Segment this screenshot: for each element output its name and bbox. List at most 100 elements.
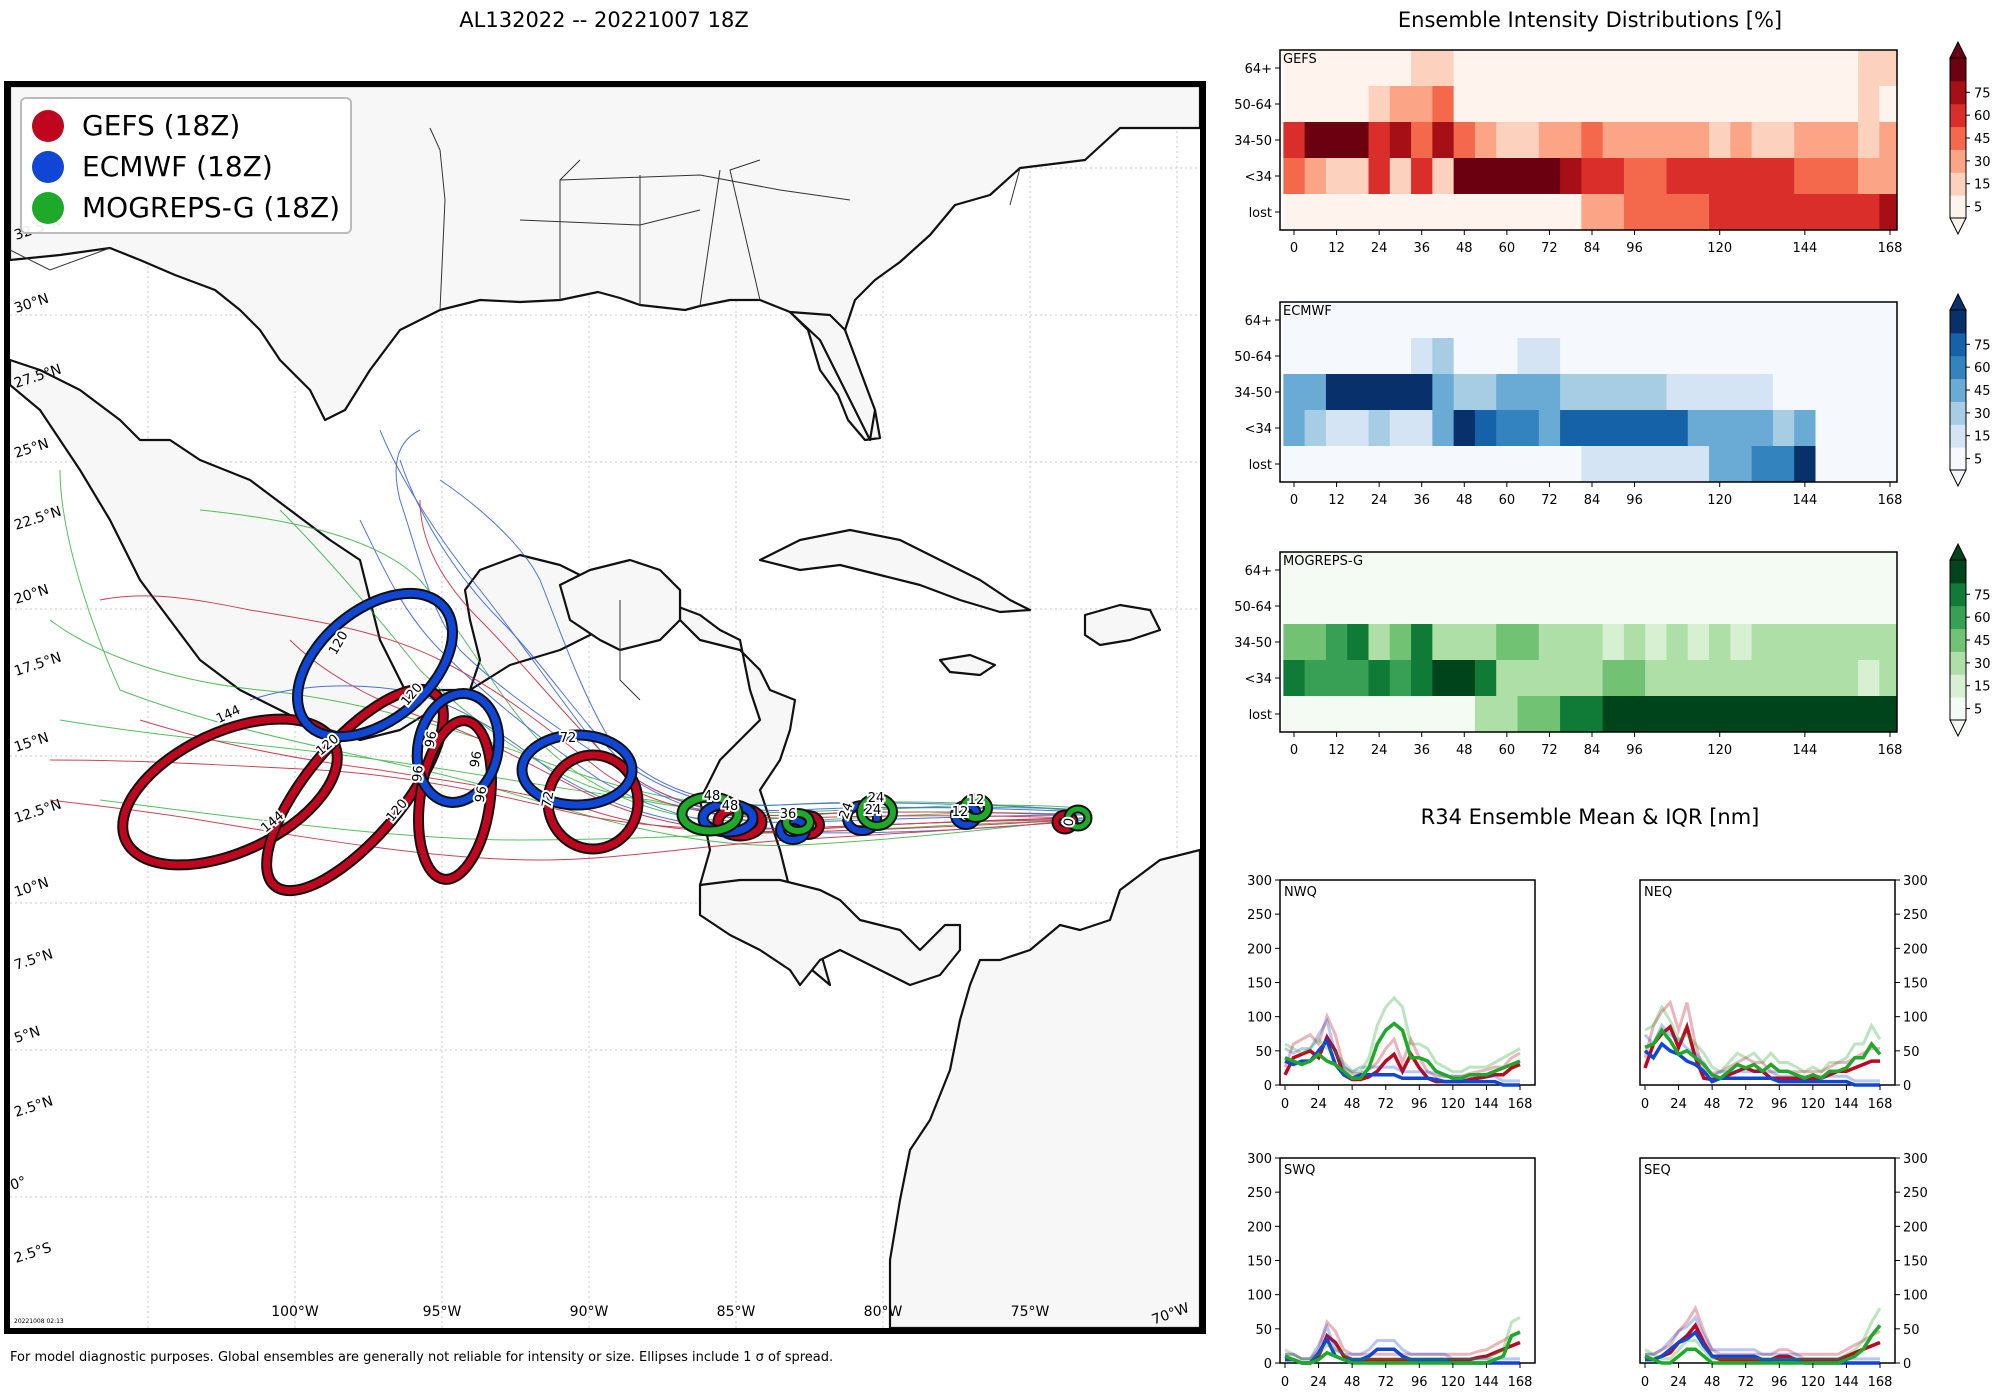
heat-cell	[1666, 194, 1689, 231]
heat-category-label: lost	[1249, 708, 1272, 723]
heat-cell	[1581, 696, 1604, 733]
heat-cell	[1368, 446, 1391, 483]
heatmap-gefs: 64+ 50-64 34-50 <34 lost GEFS 0 12 24 36 48 60 72 84 9…	[1234, 40, 1991, 256]
colorbar-tick-label: 5	[1974, 453, 1982, 468]
r34-ytick-label: 50	[1255, 1045, 1272, 1060]
heat-cell	[1411, 410, 1433, 447]
colorbar-swatch	[1950, 447, 1966, 471]
r34-panel-label: NEQ	[1644, 885, 1672, 900]
heat-cell	[1474, 552, 1497, 589]
heat-cell	[1879, 302, 1898, 339]
heat-cell	[1517, 660, 1540, 697]
heat-cell	[1836, 410, 1859, 447]
heat-frame	[1279, 49, 1898, 231]
colorbar-tick-label: 45	[1974, 384, 1991, 399]
heat-cell	[1538, 338, 1561, 375]
heat-cell	[1496, 338, 1518, 375]
r34-ytick-label: 250	[1247, 908, 1272, 923]
heat-cell	[1815, 696, 1838, 733]
heat-cell	[1581, 50, 1604, 87]
heat-xtick-label: 60	[1499, 743, 1516, 758]
heat-cell	[1772, 552, 1795, 589]
heat-cell	[1453, 696, 1476, 733]
heat-cell	[1517, 86, 1540, 123]
heat-cell	[1474, 122, 1497, 159]
heat-cell	[1283, 302, 1306, 339]
heat-cell	[1879, 86, 1898, 123]
state-borders	[10, 127, 1021, 701]
heat-cell	[1751, 194, 1774, 231]
heat-cell	[1411, 660, 1433, 697]
heat-xtick-label: 120	[1707, 493, 1732, 508]
heat-cell	[1538, 660, 1561, 697]
heat-cell	[1496, 194, 1518, 231]
heat-cell	[1836, 122, 1859, 159]
colorbar-tick-label: 5	[1974, 703, 1982, 718]
heat-cell	[1389, 122, 1412, 159]
colorbar-tick-label: 45	[1974, 634, 1991, 649]
r34-ytick-label: 50	[1903, 1045, 1920, 1060]
heat-cell	[1453, 302, 1476, 339]
colorbar-arrow-top	[1949, 292, 1967, 311]
legend-marker-ecmwf	[32, 150, 64, 183]
heat-xtick-label: 0	[1290, 241, 1298, 256]
heat-cell	[1794, 302, 1816, 339]
r34-xtick-label: 24	[1670, 1097, 1687, 1112]
heat-cell	[1815, 302, 1838, 339]
lon-label: 100°W	[271, 1304, 319, 1320]
heat-cell	[1325, 158, 1348, 195]
heat-cell	[1368, 50, 1391, 87]
heat-cell	[1517, 50, 1540, 87]
heat-cell	[1772, 696, 1795, 733]
heat-cell	[1432, 374, 1455, 411]
colorbar-tick-label: 60	[1974, 361, 1991, 376]
heat-cell	[1645, 410, 1667, 447]
heat-cell	[1858, 158, 1880, 195]
heat-cell	[1411, 302, 1433, 339]
heat-cell	[1347, 338, 1369, 375]
heat-cell	[1772, 194, 1795, 231]
r34-frame	[1279, 1157, 1536, 1364]
heat-cell	[1517, 338, 1540, 375]
heat-cell	[1687, 194, 1710, 231]
heat-cell	[1815, 338, 1838, 375]
heat-cell	[1304, 338, 1327, 375]
heat-cell	[1730, 552, 1753, 589]
heat-category-label: 34-50	[1234, 134, 1272, 149]
heat-cell	[1666, 374, 1689, 411]
heat-cell	[1836, 302, 1859, 339]
heat-cell	[1389, 50, 1412, 87]
r34-xtick-label: 120	[1800, 1097, 1825, 1112]
heat-cell	[1581, 338, 1604, 375]
heat-cell	[1794, 158, 1816, 195]
heat-cell	[1794, 446, 1816, 483]
r34-iqr-line	[1644, 1307, 1882, 1361]
heat-cell	[1368, 374, 1391, 411]
r34-xtick-label: 0	[1641, 1097, 1649, 1112]
heat-cell	[1645, 338, 1667, 375]
r34-ytick-label: 100	[1903, 1289, 1928, 1304]
heat-category-label: 50-64	[1234, 350, 1272, 365]
heat-cell	[1879, 338, 1898, 375]
heat-xtick-label: 72	[1541, 241, 1558, 256]
r34-iqr-line	[1284, 995, 1521, 1074]
heat-cell	[1581, 552, 1604, 589]
heat-cell	[1325, 696, 1348, 733]
heat-cell	[1879, 158, 1898, 195]
r34-xtick-label: 48	[1704, 1375, 1721, 1390]
colorbar-tick-label: 75	[1974, 86, 1991, 101]
colorbar-swatch	[1950, 126, 1966, 150]
heat-cell	[1581, 446, 1604, 483]
jamaica	[938, 653, 997, 677]
r34-iqr-line	[1284, 1316, 1521, 1361]
heat-cell	[1432, 338, 1455, 375]
heat-cell	[1453, 194, 1476, 231]
heat-cell	[1517, 158, 1540, 195]
heat-cell	[1772, 624, 1795, 661]
legend-marker-gefs	[32, 109, 64, 142]
heat-cell	[1325, 552, 1348, 589]
heat-cell	[1772, 86, 1795, 123]
heat-cell	[1560, 158, 1582, 195]
heat-cell	[1389, 696, 1412, 733]
r34-ytick-label: 100	[1247, 1011, 1272, 1026]
